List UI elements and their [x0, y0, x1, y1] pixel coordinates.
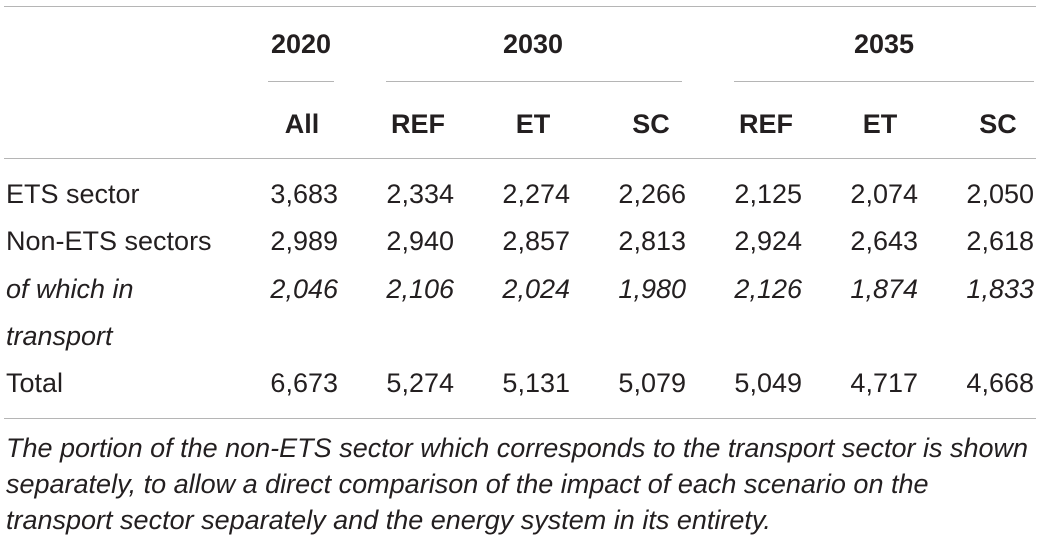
- table-cell: 5,079: [618, 368, 686, 398]
- row-label-ets-sector: ETS sector: [6, 179, 140, 209]
- table-cell: 6,673: [270, 368, 338, 398]
- table-cell: 2,857: [502, 226, 570, 256]
- year-header-2020: 2020: [270, 29, 332, 59]
- row-label-of-which-in-transport: of which in: [6, 274, 134, 304]
- table-cell: 2,989: [270, 226, 338, 256]
- table-cell: 5,049: [734, 368, 802, 398]
- table-cell: 2,125: [734, 179, 802, 209]
- table-cell: 2,126: [734, 274, 802, 304]
- table-cell: 2,274: [502, 179, 570, 209]
- table-cell: 2,074: [850, 179, 918, 209]
- table-cell: 1,874: [850, 274, 918, 304]
- scenario-header-et-2035: ET: [862, 109, 898, 139]
- scenario-header-sc-2035: SC: [979, 109, 1017, 139]
- scenario-header-ref-2035: REF: [739, 109, 793, 139]
- table-cell: 5,274: [386, 368, 454, 398]
- table-cell: 1,833: [966, 274, 1034, 304]
- table-cell: 2,924: [734, 226, 802, 256]
- table-cell: 3,683: [270, 179, 338, 209]
- scenario-header-et-2030: ET: [515, 109, 551, 139]
- table-cell: 2,046: [270, 274, 338, 304]
- scenario-header-sc-2030: SC: [632, 109, 670, 139]
- table-cell: 5,131: [502, 368, 570, 398]
- scenario-header-ref-2030: REF: [391, 109, 445, 139]
- year-rule-2030: [386, 81, 682, 82]
- table-footnote: The portion of the non-ETS sector which …: [6, 433, 1029, 535]
- table-cell: 2,334: [386, 179, 454, 209]
- table-cell: 2,024: [502, 274, 570, 304]
- year-rule-2020: [268, 81, 334, 82]
- header-bottom-rule: [4, 158, 1036, 159]
- scenario-header-all: All: [284, 109, 320, 139]
- table-cell: 2,050: [966, 179, 1034, 209]
- table-cell: 2,266: [618, 179, 686, 209]
- year-header-2035: 2035: [853, 29, 915, 59]
- row-label-of-which-in-transport-line2: transport: [6, 321, 113, 351]
- table-cell: 4,717: [850, 368, 918, 398]
- table-bottom-rule: [4, 418, 1036, 419]
- table-cell: 4,668: [966, 368, 1034, 398]
- year-header-2030: 2030: [502, 29, 564, 59]
- table-cell: 2,940: [386, 226, 454, 256]
- table-cell: 1,980: [618, 274, 686, 304]
- table-cell: 2,813: [618, 226, 686, 256]
- table-cell: 2,618: [966, 226, 1034, 256]
- row-label-non-ets-sectors: Non-ETS sectors: [6, 226, 212, 256]
- table-cell: 2,643: [850, 226, 918, 256]
- table-top-rule: [4, 6, 1036, 7]
- table-cell: 2,106: [386, 274, 454, 304]
- year-rule-2035: [734, 81, 1034, 82]
- row-label-total: Total: [6, 368, 64, 398]
